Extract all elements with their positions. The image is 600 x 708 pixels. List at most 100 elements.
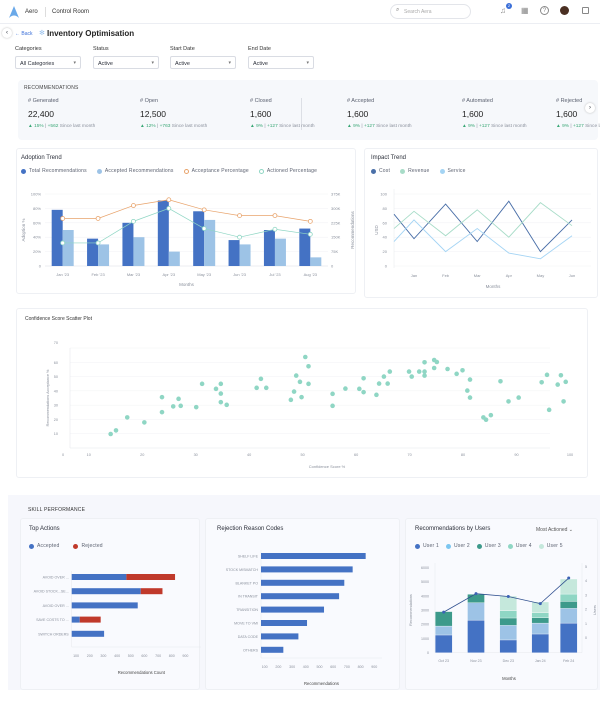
legend-item[interactable]: User 5 — [538, 543, 563, 549]
legend-item[interactable]: Acceptance Percentage — [183, 168, 249, 174]
bar-user-1[interactable] — [467, 619, 485, 653]
legend-item[interactable]: Service — [439, 168, 466, 174]
bar-user-4[interactable] — [531, 612, 549, 618]
line-point[interactable] — [166, 205, 172, 211]
scatter-point[interactable] — [516, 395, 521, 400]
avatar[interactable] — [560, 6, 569, 15]
bar-accepted[interactable] — [71, 602, 138, 609]
bar[interactable] — [261, 566, 353, 573]
scatter-point[interactable] — [218, 391, 224, 396]
filter-select[interactable]: Active ▾ — [170, 56, 236, 69]
bar-user-3[interactable] — [467, 594, 485, 603]
line-point[interactable] — [538, 602, 542, 606]
legend-item[interactable]: User 1 — [415, 543, 439, 549]
scatter-point[interactable] — [299, 394, 304, 400]
scatter-point[interactable] — [422, 373, 427, 378]
legend-item[interactable]: User 4 — [507, 543, 532, 549]
scatter-point[interactable] — [431, 365, 437, 371]
scatter-point[interactable] — [385, 381, 390, 386]
scatter-point[interactable] — [387, 369, 393, 374]
scatter-point[interactable] — [558, 372, 564, 378]
scatter-point[interactable] — [303, 354, 308, 360]
scatter-point[interactable] — [254, 385, 259, 391]
scatter-point[interactable] — [465, 388, 470, 393]
bar-user-4[interactable] — [560, 593, 578, 602]
bar-user-1[interactable] — [499, 639, 517, 653]
scatter-point[interactable] — [330, 403, 335, 409]
scatter-point[interactable] — [563, 379, 569, 385]
scatter-point[interactable] — [467, 395, 473, 400]
scatter-point[interactable] — [343, 386, 348, 391]
back-link[interactable]: ← Back — [15, 31, 33, 37]
scatter-point[interactable] — [361, 375, 366, 381]
collapse-sidebar-button[interactable]: ‹ — [2, 28, 12, 38]
section-name[interactable]: Control Room — [52, 9, 90, 15]
bar-user-3[interactable] — [531, 617, 549, 624]
bar[interactable] — [261, 593, 340, 600]
panel-icon[interactable] — [582, 7, 589, 14]
scatter-point[interactable] — [539, 379, 544, 385]
scatter-point[interactable] — [445, 366, 450, 372]
legend-item[interactable]: Accepted — [29, 543, 59, 549]
bar-accepted[interactable] — [71, 574, 127, 580]
scatter-point[interactable] — [546, 407, 552, 413]
bar-user-1[interactable] — [435, 634, 453, 653]
scatter-point[interactable] — [306, 381, 311, 387]
bar-accepted[interactable] — [71, 616, 80, 623]
line-point[interactable] — [201, 226, 207, 231]
bar-user-3[interactable] — [560, 601, 578, 609]
bar-accepted[interactable] — [133, 237, 145, 266]
bar-total[interactable] — [263, 230, 275, 266]
bar-accepted[interactable] — [62, 230, 74, 266]
bar[interactable] — [261, 633, 299, 640]
line-point[interactable] — [307, 231, 313, 237]
line-point[interactable] — [131, 218, 136, 224]
scatter-point[interactable] — [199, 381, 205, 387]
legend-item[interactable]: Revenue — [400, 168, 429, 174]
bar-accepted[interactable] — [310, 257, 322, 266]
bar-user-2[interactable] — [499, 625, 517, 641]
scatter-point[interactable] — [213, 386, 219, 392]
bar[interactable] — [261, 620, 308, 626]
line-point[interactable] — [272, 213, 278, 218]
line-point[interactable] — [166, 197, 172, 203]
bar-user-5[interactable] — [560, 578, 578, 595]
scatter-point[interactable] — [159, 394, 165, 400]
scatter-point[interactable] — [124, 415, 130, 420]
bar-accepted[interactable] — [71, 588, 141, 595]
scatter-point[interactable] — [406, 369, 412, 374]
bar[interactable] — [261, 579, 345, 586]
bar-total[interactable] — [122, 222, 134, 266]
line-point[interactable] — [307, 218, 313, 224]
scatter-point[interactable] — [113, 428, 119, 433]
line-point[interactable] — [442, 610, 446, 614]
scatter-point[interactable] — [263, 385, 269, 391]
legend-item[interactable]: User 2 — [445, 543, 470, 549]
scatter-point[interactable] — [170, 404, 176, 409]
bar[interactable] — [261, 646, 284, 653]
legend-item[interactable]: Total Recommendations — [21, 168, 87, 174]
scatter-point[interactable] — [374, 392, 379, 398]
line-point[interactable] — [237, 234, 242, 240]
line-point[interactable] — [237, 213, 242, 218]
scatter-point[interactable] — [357, 386, 362, 392]
scatter-point[interactable] — [409, 374, 415, 379]
scatter-point[interactable] — [561, 399, 566, 404]
scatter-point[interactable] — [498, 378, 503, 384]
grid-icon[interactable]: ▦ — [521, 6, 529, 15]
bar-accepted[interactable] — [274, 238, 286, 266]
bar-accepted[interactable] — [71, 630, 105, 637]
line-point[interactable] — [506, 595, 510, 599]
sort-dropdown[interactable]: Most Actioned ⌄ — [536, 527, 573, 533]
line-point[interactable] — [131, 203, 136, 208]
scatter-point[interactable] — [381, 374, 387, 379]
bar-user-3[interactable] — [435, 611, 453, 627]
scatter-point[interactable] — [293, 373, 299, 378]
bar-user-4[interactable] — [499, 610, 517, 619]
legend-item[interactable]: Accepted Recommendations — [96, 168, 174, 174]
line-point[interactable] — [60, 216, 66, 221]
bar-total[interactable] — [157, 200, 169, 266]
filter-select[interactable]: Active ▾ — [93, 56, 159, 69]
line-revenue[interactable] — [393, 202, 573, 238]
scatter-point[interactable] — [416, 369, 422, 374]
